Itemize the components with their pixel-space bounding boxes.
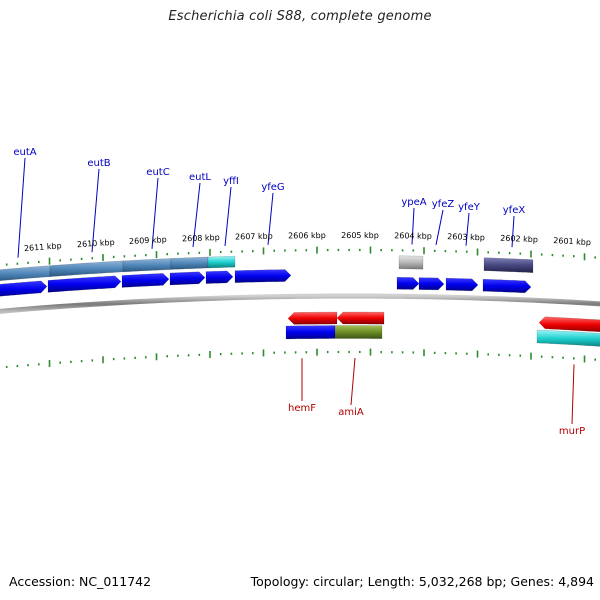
scale-label: 2604 kbp bbox=[394, 231, 432, 241]
scale-label: 2607 kbp bbox=[235, 232, 273, 242]
leader-line-eutL bbox=[192, 182, 201, 248]
cds-arrow-eutB bbox=[47, 275, 122, 293]
tick-marks bbox=[5, 246, 597, 369]
cds-arrow-eutA bbox=[0, 280, 48, 297]
gene-block-yfeX bbox=[483, 257, 534, 273]
leader-line-eutA bbox=[17, 157, 26, 258]
scale-label: 2603 kbp bbox=[447, 232, 485, 242]
cds-arrow-yfeG bbox=[234, 269, 292, 283]
leader-line-eutB bbox=[91, 168, 100, 253]
gene-label-yfeZ: yfeZ bbox=[432, 199, 455, 210]
gene-label-murP: murP bbox=[559, 426, 585, 437]
gene-label-eutB: eutB bbox=[87, 158, 110, 169]
gene-label-ypeA: ypeA bbox=[401, 197, 426, 208]
cds-arrow-yfeY bbox=[445, 277, 479, 292]
gene-block-eutA bbox=[0, 265, 51, 281]
gene-block-eutC bbox=[122, 258, 172, 273]
map-title: Escherichia coli S88, complete genome bbox=[168, 9, 432, 24]
cds-arrow-eutC bbox=[121, 273, 170, 288]
scale-label: 2605 kbp bbox=[341, 231, 379, 240]
tick-row-inner bbox=[5, 348, 597, 369]
leader-line-yfeX bbox=[511, 215, 515, 248]
topology-summary: Topology: circular; Length: 5,032,268 bp… bbox=[250, 574, 594, 589]
leader-line-murP bbox=[571, 364, 575, 425]
backbone-line bbox=[0, 293, 600, 314]
scale-label: 2606 kbp bbox=[288, 231, 326, 240]
cds-arrow-yffI bbox=[205, 270, 234, 284]
leader-line-yffI bbox=[224, 186, 232, 246]
gene-arrow-murP bbox=[538, 316, 600, 333]
gene-label-eutC: eutC bbox=[146, 167, 169, 178]
gene-arrow-hemF bbox=[287, 311, 338, 325]
cds-block-hemF bbox=[285, 325, 336, 340]
gene-label-hemF: hemF bbox=[288, 403, 316, 414]
leader-line-ypeA bbox=[411, 207, 415, 245]
scale-label: 2602 kbp bbox=[500, 234, 538, 245]
gene-label-yfeY: yfeY bbox=[458, 202, 481, 213]
gene-label-yffI: yffI bbox=[223, 176, 239, 187]
gene-label-yfeG: yfeG bbox=[261, 182, 284, 193]
cds-block-murP bbox=[536, 329, 600, 347]
cds-arrow-ypeA bbox=[396, 277, 420, 290]
accession-label: Accession: NC_011742 bbox=[9, 574, 152, 589]
gene-label-eutA: eutA bbox=[13, 147, 36, 158]
leader-line-yfeZ bbox=[435, 209, 444, 245]
genome-backbone bbox=[0, 293, 600, 314]
gene-block-eutL bbox=[170, 256, 209, 270]
gene-label-amiA: amiA bbox=[338, 407, 364, 418]
gene-label-eutL: eutL bbox=[189, 172, 211, 183]
label-leader-lines bbox=[17, 157, 575, 425]
gene-block-ypeA bbox=[398, 255, 424, 270]
gene-block-yffI bbox=[207, 255, 236, 269]
tick-row-outer bbox=[5, 246, 597, 266]
labels: 2611 kbp 2610 kbp 2609 kbp 2608 kbp 2607 kbp… bbox=[13, 147, 591, 437]
leader-line-amiA bbox=[350, 357, 356, 406]
leader-line-yfeG bbox=[267, 192, 274, 245]
cds-arrow-eutL bbox=[169, 271, 206, 286]
scale-label: 2610 kbp bbox=[77, 238, 115, 249]
leader-line-eutC bbox=[151, 177, 159, 249]
gene-label-yfeX: yfeX bbox=[503, 205, 526, 216]
leader-line-yfeY bbox=[465, 212, 470, 246]
cds-arrow-yfeX bbox=[482, 278, 532, 294]
scale-label: 2601 kbp bbox=[553, 236, 591, 247]
scale-label: 2608 kbp bbox=[182, 233, 220, 243]
gene-arrow-amiA bbox=[336, 311, 385, 325]
scale-label: 2611 kbp bbox=[24, 241, 62, 253]
gene-block-eutB bbox=[49, 260, 124, 277]
cds-block-amiA bbox=[334, 325, 383, 339]
feature-tracks bbox=[0, 255, 600, 347]
scale-label: 2609 kbp bbox=[129, 235, 167, 246]
cds-arrow-yfeZ bbox=[418, 277, 445, 291]
